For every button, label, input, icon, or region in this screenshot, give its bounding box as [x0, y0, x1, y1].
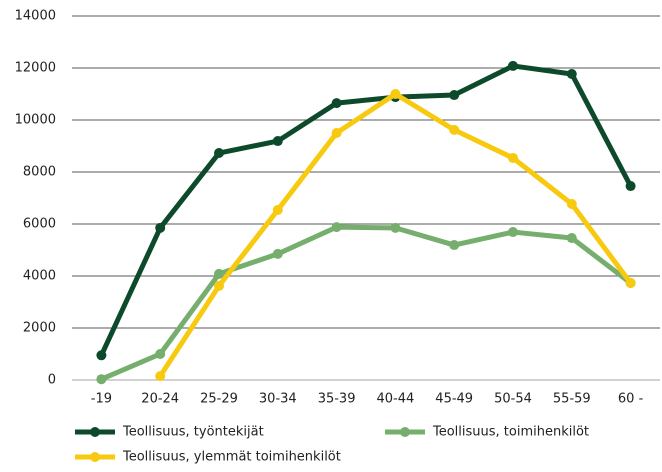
point — [155, 349, 166, 359]
y-tick-label: 0 — [48, 373, 56, 388]
point — [566, 233, 577, 244]
point — [449, 124, 460, 135]
x-tick-label: 30-34 — [259, 392, 297, 407]
x-tick-label: 50-54 — [494, 392, 532, 407]
point — [214, 148, 224, 159]
point — [214, 268, 224, 279]
legend-label: Teollisuus, työntekijät — [122, 425, 264, 440]
series-line — [100, 224, 633, 382]
point — [566, 198, 577, 209]
y-tick-label: 8000 — [23, 165, 56, 180]
y-tick-label: 4000 — [23, 269, 56, 284]
legend-swatch-dot — [90, 427, 100, 437]
x-tick-label: 60 - — [618, 392, 644, 407]
x-tick-label: 25-29 — [200, 392, 238, 407]
y-tick-label: 12000 — [15, 61, 56, 76]
legend-swatch-dot — [90, 452, 100, 462]
point — [331, 98, 342, 109]
x-tick-label: -19 — [91, 392, 112, 407]
point — [331, 222, 342, 233]
point — [390, 222, 401, 233]
point — [449, 240, 460, 251]
y-tick-label: 2000 — [23, 321, 56, 336]
point — [214, 280, 224, 291]
legend-label: Teollisuus, toimihenkilöt — [432, 425, 589, 440]
point — [96, 350, 107, 361]
point — [155, 371, 166, 382]
point — [272, 204, 283, 215]
point — [508, 152, 518, 163]
point — [566, 68, 577, 79]
point — [272, 248, 283, 259]
x-tick-label: 45-49 — [435, 392, 473, 407]
point — [625, 181, 636, 192]
x-tick-label: 20-24 — [141, 392, 179, 407]
point — [155, 222, 166, 233]
point — [449, 90, 460, 101]
x-tick-label: 40-44 — [377, 392, 415, 407]
y-tick-label: 14000 — [15, 9, 56, 24]
y-tick-label: 10000 — [15, 113, 56, 128]
legend-swatch-dot — [400, 427, 410, 437]
series-line — [99, 63, 633, 357]
point — [508, 60, 518, 71]
point — [272, 136, 283, 147]
legend-label: Teollisuus, ylemmät toimihenkilöt — [122, 450, 341, 465]
point — [625, 278, 636, 289]
point — [96, 374, 107, 385]
point — [508, 227, 518, 238]
x-tick-label: 55-59 — [553, 392, 591, 407]
point — [390, 89, 401, 99]
y-tick-label: 6000 — [23, 217, 56, 232]
point — [331, 128, 342, 138]
x-tick-label: 35-39 — [318, 392, 356, 407]
